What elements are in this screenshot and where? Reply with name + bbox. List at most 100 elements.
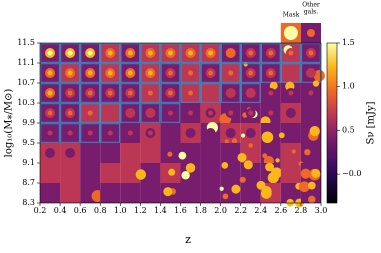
stamp-outline — [200, 63, 221, 83]
stamp-noise — [231, 138, 238, 144]
stamp-source — [127, 90, 133, 96]
stamp-source — [228, 130, 234, 136]
stamp-source — [308, 90, 314, 96]
stamp-outline — [100, 83, 121, 103]
stamp — [40, 163, 61, 183]
stamp — [100, 183, 121, 203]
stamp-source — [268, 110, 274, 116]
stamp-source — [127, 70, 133, 76]
stamp-source — [228, 70, 234, 76]
stamp-noise — [178, 151, 187, 160]
stamp-noise — [311, 168, 321, 178]
stamp-outline — [60, 43, 80, 63]
stamp-source — [47, 90, 53, 96]
x-tick-label: 2.0 — [214, 206, 227, 215]
stamp-outline — [180, 43, 201, 63]
y-tick-label: 8.3 — [22, 198, 35, 207]
stamp-noise — [261, 131, 274, 144]
stamp-outline — [60, 123, 80, 143]
stamp-source — [127, 110, 133, 116]
stamp-outline — [120, 63, 141, 83]
stamp-source — [47, 70, 53, 76]
stamp-source — [188, 130, 194, 136]
x-tick-label: 0.4 — [54, 206, 67, 215]
stamp-source — [308, 50, 314, 56]
stamp-outline — [100, 43, 121, 63]
y-tick-label: 9.5 — [22, 138, 35, 147]
stamp-outline — [40, 123, 60, 143]
stamp-source — [208, 90, 214, 96]
colorbar-frame — [326, 42, 338, 204]
stamp-source — [67, 90, 73, 96]
stamp-source — [167, 130, 173, 136]
stamp-outline — [120, 43, 141, 63]
stamp-source — [107, 130, 113, 136]
stamp-noise — [261, 186, 272, 197]
stamp-source — [87, 110, 93, 116]
stamp-outline — [240, 83, 261, 103]
stamp-source — [47, 150, 53, 156]
stamp-outline — [60, 63, 80, 83]
stamp-outline — [140, 63, 161, 83]
stamp-noise — [278, 132, 285, 139]
stamp-outline — [240, 63, 261, 83]
stamp — [300, 143, 321, 163]
x-tick-label: 2.4 — [254, 206, 267, 215]
stamp-outline — [180, 83, 201, 103]
stamp-noise — [222, 193, 229, 200]
x-tick-label: 1.2 — [134, 206, 147, 215]
stamp-noise — [309, 125, 320, 137]
stamp-noise — [221, 162, 229, 169]
stamp-source — [47, 110, 53, 116]
stamp-source — [208, 50, 214, 56]
stamp-outline — [40, 43, 60, 63]
stamp-source — [308, 110, 314, 116]
stamp-outline — [40, 103, 60, 123]
stamp-source — [107, 110, 113, 116]
stamp — [100, 143, 121, 163]
stamp-outline — [100, 123, 121, 143]
stamp-noise — [307, 181, 316, 190]
stamp — [80, 163, 101, 183]
stamp-noise — [248, 143, 253, 148]
x-tick-label: 0.6 — [74, 206, 87, 215]
stamp-source — [288, 50, 294, 56]
y-tick-label: 11.5 — [17, 38, 35, 47]
stamp-noise — [299, 181, 310, 193]
stamp-outline — [80, 123, 101, 143]
stamp-source — [308, 70, 314, 76]
stamp-outline — [260, 43, 281, 63]
stamp-source — [47, 50, 53, 56]
stamp — [140, 143, 161, 163]
stamp-outline — [240, 43, 261, 63]
stamp-source — [127, 130, 133, 136]
stamp-source — [188, 90, 194, 96]
stamp-outline — [80, 103, 101, 123]
y-tick-label: 10.3 — [17, 98, 35, 107]
stamp-outline — [80, 83, 101, 103]
stamp — [140, 163, 161, 183]
stamp-source — [167, 110, 173, 116]
stamp-source — [268, 70, 274, 76]
stamp-source — [107, 90, 113, 96]
stamp-outline — [140, 103, 161, 123]
stamp-source — [87, 90, 93, 96]
colorbar-tick-label: 0.5 — [342, 125, 355, 134]
stamp-outline — [80, 63, 101, 83]
stamp-outline — [100, 103, 121, 123]
other-label: Other — [302, 2, 320, 9]
colorbar-tick-label: 1.5 — [342, 38, 355, 47]
stamp-source — [268, 50, 274, 56]
x-tick-label: 3.0 — [315, 206, 328, 215]
stamp-noise — [240, 133, 246, 138]
stamp — [140, 183, 161, 203]
stamp-source — [107, 50, 113, 56]
colorbar — [327, 43, 337, 203]
stamp-source — [288, 70, 294, 76]
stamp-outline — [160, 103, 181, 123]
stamp-outline — [40, 63, 60, 83]
x-tick-label: 2.6 — [274, 206, 287, 215]
stamp-noise — [304, 148, 311, 156]
stamp-noise — [168, 168, 176, 176]
